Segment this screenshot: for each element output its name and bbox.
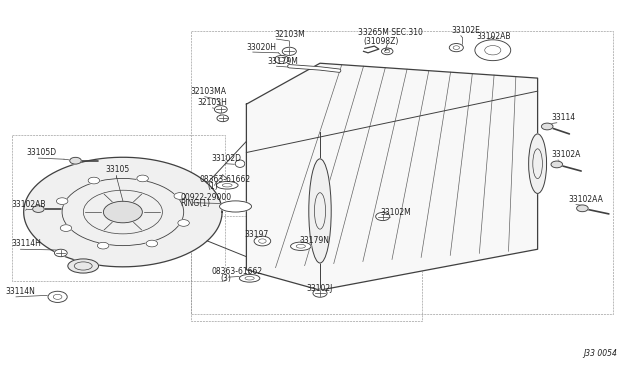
- Circle shape: [33, 206, 44, 212]
- Circle shape: [97, 242, 109, 249]
- Text: 33102A: 33102A: [552, 150, 581, 159]
- Text: (31098Z): (31098Z): [364, 37, 399, 46]
- Text: 32103MA: 32103MA: [191, 87, 227, 96]
- Text: 08363-61662: 08363-61662: [211, 267, 262, 276]
- Text: 33197: 33197: [244, 230, 269, 239]
- Text: RING(1): RING(1): [180, 199, 211, 208]
- Text: (3): (3): [220, 274, 231, 283]
- Circle shape: [214, 106, 227, 113]
- Circle shape: [313, 289, 327, 297]
- Circle shape: [54, 249, 67, 257]
- Circle shape: [88, 177, 100, 184]
- Text: 08363-61662: 08363-61662: [200, 175, 251, 184]
- Circle shape: [137, 175, 148, 182]
- Circle shape: [70, 157, 81, 164]
- Ellipse shape: [68, 259, 99, 273]
- Text: 33265M SEC.310: 33265M SEC.310: [358, 28, 423, 37]
- Ellipse shape: [449, 44, 463, 52]
- Ellipse shape: [475, 40, 511, 61]
- Text: 33102J: 33102J: [306, 284, 332, 293]
- Text: 33114N: 33114N: [5, 287, 35, 296]
- Ellipse shape: [104, 201, 142, 223]
- Text: 33105D: 33105D: [27, 148, 57, 157]
- Ellipse shape: [239, 275, 260, 282]
- Ellipse shape: [254, 236, 271, 246]
- Text: 33102E: 33102E: [451, 26, 480, 35]
- Text: 33102AA: 33102AA: [568, 195, 603, 204]
- Text: J33 0054: J33 0054: [584, 349, 618, 358]
- Text: 32103M: 32103M: [274, 30, 305, 39]
- Ellipse shape: [236, 160, 245, 167]
- Ellipse shape: [309, 159, 332, 263]
- Text: 33102D: 33102D: [211, 154, 241, 163]
- Ellipse shape: [220, 201, 252, 212]
- Ellipse shape: [381, 48, 393, 55]
- Text: 33179M: 33179M: [268, 57, 298, 66]
- Text: 33102AB: 33102AB: [477, 32, 511, 41]
- Circle shape: [174, 193, 186, 199]
- Polygon shape: [246, 63, 538, 290]
- Circle shape: [178, 219, 189, 226]
- Ellipse shape: [275, 55, 289, 64]
- Ellipse shape: [216, 182, 238, 189]
- Ellipse shape: [291, 242, 311, 250]
- Text: 33114H: 33114H: [12, 240, 42, 248]
- Circle shape: [56, 198, 68, 205]
- Circle shape: [217, 115, 228, 122]
- Text: 33102M: 33102M: [381, 208, 412, 217]
- Text: 33114: 33114: [552, 113, 576, 122]
- Text: 33020H: 33020H: [246, 43, 276, 52]
- Text: 33179N: 33179N: [300, 236, 330, 245]
- Text: 33105: 33105: [106, 165, 130, 174]
- Circle shape: [577, 205, 588, 212]
- Text: 00922-29000: 00922-29000: [180, 193, 232, 202]
- Text: 32103H: 32103H: [197, 98, 227, 107]
- Polygon shape: [24, 157, 222, 267]
- Ellipse shape: [48, 291, 67, 302]
- Circle shape: [376, 212, 390, 221]
- Circle shape: [282, 47, 296, 55]
- Circle shape: [541, 123, 553, 130]
- Circle shape: [551, 161, 563, 168]
- Circle shape: [60, 225, 72, 231]
- Text: (1): (1): [207, 182, 218, 191]
- Circle shape: [146, 240, 157, 247]
- Ellipse shape: [529, 134, 547, 193]
- Text: 33102AB: 33102AB: [12, 201, 46, 209]
